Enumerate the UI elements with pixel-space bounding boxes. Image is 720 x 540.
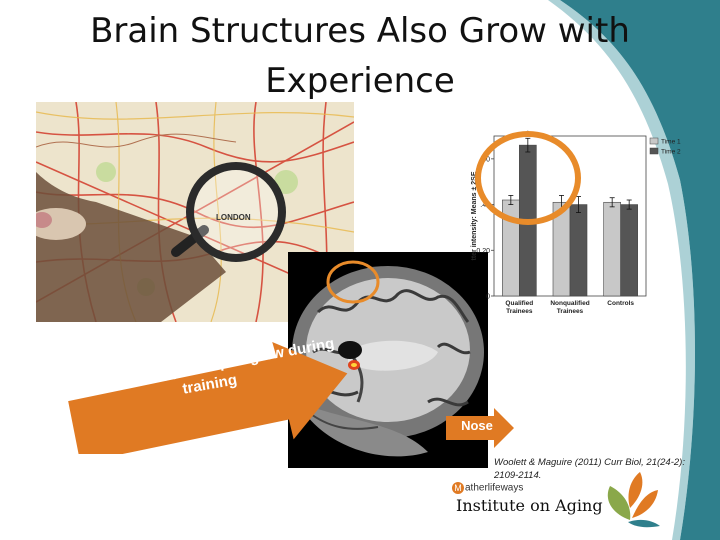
bar-time-1 xyxy=(603,201,621,297)
highlight-ring xyxy=(475,131,581,225)
legend-label: Time 2 xyxy=(661,149,681,156)
category-label: Qualified xyxy=(505,300,533,307)
legend-swatch xyxy=(649,147,659,155)
bar-time-2 xyxy=(620,204,638,297)
leaf-logo-icon xyxy=(607,472,660,528)
nose-label: Nose xyxy=(461,418,493,433)
legend-swatch xyxy=(649,137,659,145)
citation-text: Woolett & Maguire (2011) Curr Biol, 21(2… xyxy=(494,457,685,481)
y-tick-label: 0.20 xyxy=(476,248,490,255)
logo-brand-text: atherlifeways xyxy=(465,482,524,494)
category-label: Controls xyxy=(607,300,634,307)
nose-arrow xyxy=(446,408,514,448)
category-label: Trainees xyxy=(506,308,533,315)
y-tick-label: 0 xyxy=(486,294,490,301)
hippocampus-callout-arrow xyxy=(68,342,348,454)
logo-institute-name: Institute on Aging xyxy=(456,496,603,515)
logo-brand-initial: M xyxy=(452,482,464,494)
category-label: Trainees xyxy=(557,308,584,315)
legend-label: Time 1 xyxy=(661,139,681,146)
category-label: Nonqualified xyxy=(550,300,589,307)
slide-title: Brain Structures Also Grow with Experien… xyxy=(90,11,630,101)
map-london-label: LONDON xyxy=(216,213,251,222)
y-axis-label: tter intensity: Means ± 2SE xyxy=(471,171,478,260)
